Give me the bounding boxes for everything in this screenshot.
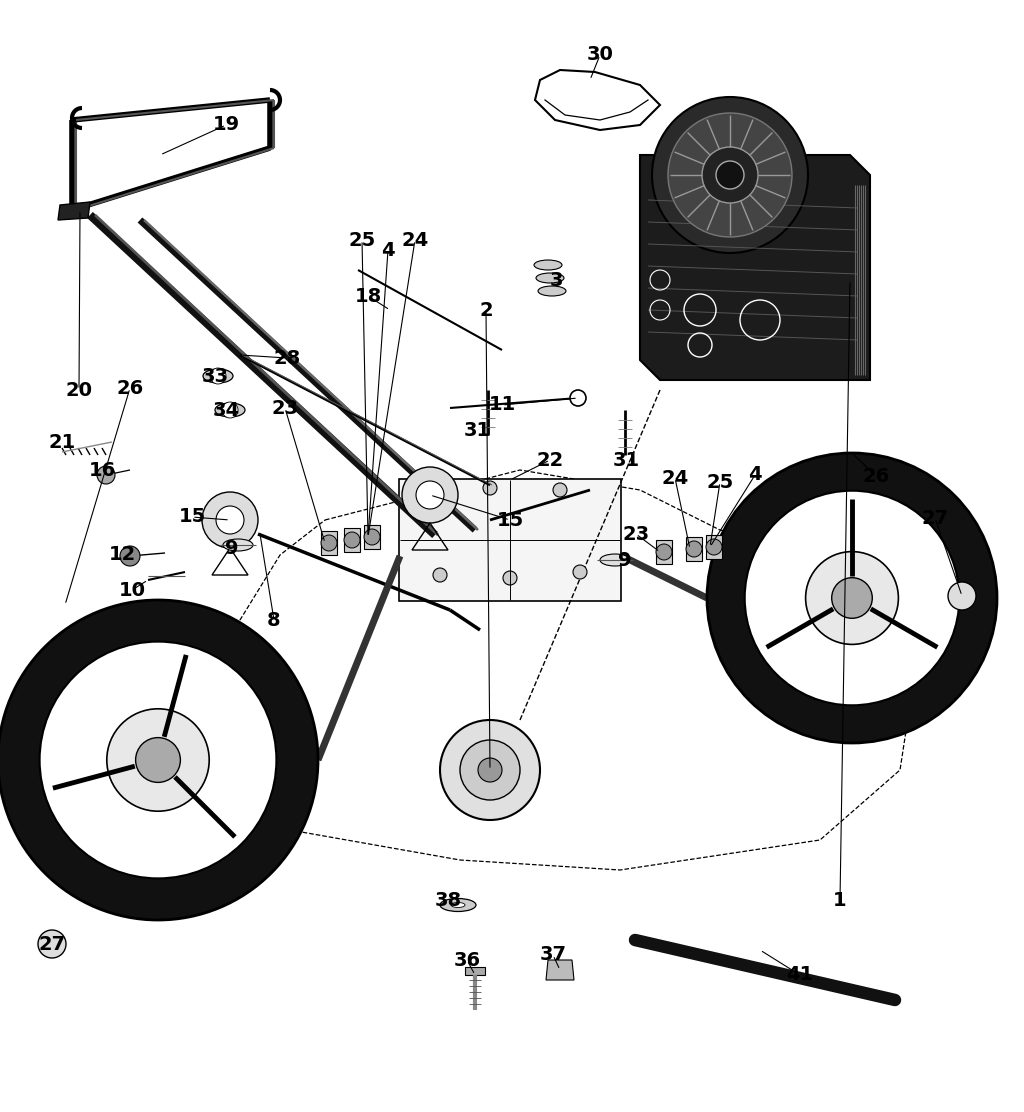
Text: 10: 10: [119, 580, 145, 599]
Text: 8: 8: [267, 610, 281, 629]
Ellipse shape: [223, 539, 253, 552]
Circle shape: [440, 719, 540, 820]
Circle shape: [202, 492, 258, 548]
Ellipse shape: [440, 898, 476, 912]
Circle shape: [553, 483, 567, 497]
Text: 34: 34: [212, 400, 240, 419]
Text: 25: 25: [707, 473, 733, 492]
Polygon shape: [321, 532, 337, 555]
FancyBboxPatch shape: [399, 479, 621, 600]
Ellipse shape: [215, 403, 245, 417]
Text: 33: 33: [202, 367, 228, 386]
Text: 37: 37: [540, 945, 566, 964]
Circle shape: [344, 532, 360, 548]
Circle shape: [503, 570, 517, 585]
Circle shape: [668, 113, 792, 237]
Text: 3: 3: [549, 270, 563, 289]
Circle shape: [97, 466, 115, 484]
Text: 27: 27: [39, 934, 66, 953]
Text: 20: 20: [66, 380, 92, 399]
Circle shape: [416, 481, 444, 509]
Circle shape: [216, 506, 244, 534]
Text: 15: 15: [178, 507, 206, 526]
Text: 24: 24: [401, 230, 429, 249]
Text: 9: 9: [618, 550, 632, 569]
Text: 26: 26: [117, 378, 143, 397]
Circle shape: [707, 453, 997, 743]
Circle shape: [702, 147, 758, 203]
Text: 31: 31: [612, 450, 640, 469]
Text: 16: 16: [88, 460, 116, 479]
Circle shape: [656, 544, 672, 560]
Ellipse shape: [536, 274, 564, 282]
Circle shape: [0, 600, 318, 920]
Text: 25: 25: [348, 230, 376, 249]
Circle shape: [652, 97, 808, 254]
Circle shape: [106, 708, 209, 811]
Text: 2: 2: [479, 300, 493, 319]
Text: 24: 24: [662, 468, 688, 487]
Polygon shape: [465, 967, 485, 975]
Circle shape: [686, 542, 702, 557]
Circle shape: [321, 535, 337, 552]
Circle shape: [364, 529, 380, 545]
Text: 36: 36: [454, 951, 480, 970]
Circle shape: [40, 642, 276, 878]
Text: 15: 15: [497, 510, 523, 529]
Ellipse shape: [203, 369, 233, 383]
Circle shape: [716, 161, 744, 189]
Circle shape: [573, 565, 587, 579]
Text: 28: 28: [273, 348, 301, 367]
Polygon shape: [656, 540, 672, 564]
Circle shape: [806, 552, 898, 644]
Circle shape: [402, 467, 458, 523]
Polygon shape: [364, 525, 380, 549]
Circle shape: [706, 539, 722, 555]
Circle shape: [744, 490, 959, 705]
Circle shape: [423, 485, 437, 499]
Circle shape: [478, 758, 502, 782]
Text: 18: 18: [354, 287, 382, 306]
Circle shape: [948, 582, 976, 610]
Text: 22: 22: [537, 450, 563, 469]
Polygon shape: [535, 70, 660, 130]
Circle shape: [210, 368, 226, 384]
Text: 23: 23: [271, 398, 299, 417]
Polygon shape: [58, 202, 90, 220]
Circle shape: [222, 403, 238, 418]
Circle shape: [483, 481, 497, 495]
Polygon shape: [686, 537, 702, 560]
Text: 26: 26: [862, 467, 890, 486]
Text: 30: 30: [587, 46, 613, 64]
Text: 19: 19: [212, 116, 240, 135]
Circle shape: [831, 578, 872, 618]
Polygon shape: [706, 535, 722, 559]
Circle shape: [120, 546, 140, 566]
Circle shape: [570, 390, 586, 406]
Ellipse shape: [451, 903, 465, 907]
Text: 38: 38: [434, 891, 462, 910]
Circle shape: [135, 737, 180, 783]
Text: 4: 4: [381, 240, 395, 259]
Text: 31: 31: [464, 420, 490, 439]
Text: 1: 1: [834, 891, 847, 910]
Circle shape: [38, 930, 66, 959]
Text: 23: 23: [623, 525, 649, 544]
Text: 4: 4: [749, 466, 762, 485]
Text: 12: 12: [109, 546, 135, 565]
Polygon shape: [344, 528, 360, 552]
Text: 9: 9: [225, 538, 239, 557]
Text: 21: 21: [48, 433, 76, 451]
Text: 11: 11: [488, 396, 516, 415]
Circle shape: [433, 568, 447, 582]
Polygon shape: [640, 155, 870, 380]
Ellipse shape: [534, 260, 562, 270]
Circle shape: [460, 739, 520, 800]
Ellipse shape: [538, 286, 566, 296]
Ellipse shape: [600, 554, 630, 566]
Text: 41: 41: [786, 965, 814, 984]
Polygon shape: [546, 960, 574, 980]
Text: 27: 27: [922, 508, 948, 527]
